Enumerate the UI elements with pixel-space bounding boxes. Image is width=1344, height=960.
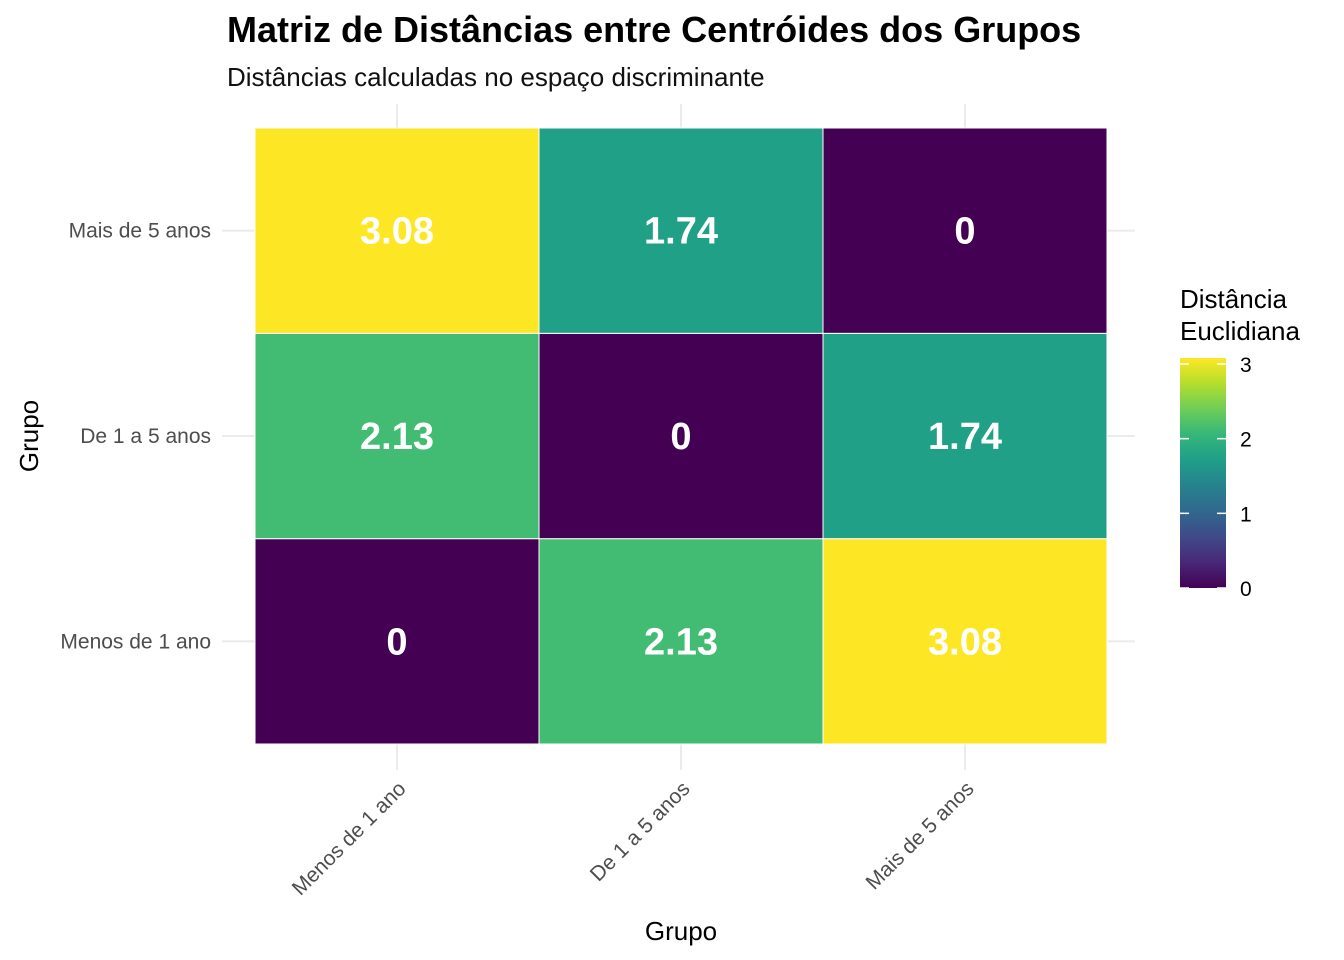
cell-value-label: 0: [954, 211, 975, 253]
cell-value-label: 3.08: [360, 211, 434, 253]
heatmap-cell: [822, 332, 1108, 540]
y-axis-title: Grupo: [14, 400, 44, 472]
heatmap-cell: [254, 538, 540, 745]
y-tick-label: Menos de 1 ano: [60, 630, 211, 653]
legend-colorbar: [1180, 358, 1226, 588]
legend-tick-label: 0: [1240, 578, 1252, 601]
y-axis-ticks: Menos de 1 ano De 1 a 5 anos Mais de 5 ano…: [60, 220, 227, 653]
cell-value-label: 0: [386, 621, 407, 663]
cell-value-label: 1.74: [928, 416, 1002, 458]
color-legend: Distância Euclidiana 0 1 2 3: [1180, 284, 1301, 601]
cell-value-label: 3.08: [928, 621, 1002, 663]
x-axis-ticks: Menos de 1 ano De 1 a 5 anos Mais de 5 ano…: [288, 777, 979, 900]
heatmap-cell: [254, 127, 540, 334]
cell-value-labels: 0 2.13 3.08 2.13 0 1.74 3.08 1.74 0: [360, 211, 1002, 664]
cell-value-label: 2.13: [360, 416, 434, 458]
y-tick-label: De 1 a 5 anos: [80, 425, 211, 448]
chart-subtitle: Distâncias calculadas no espaço discrimi…: [227, 62, 765, 92]
x-tick-label: De 1 a 5 anos: [586, 777, 695, 886]
cell-value-label: 1.74: [644, 211, 718, 253]
legend-ticks: 0 1 2 3: [1180, 354, 1252, 601]
chart-title: Matriz de Distâncias entre Centróides do…: [227, 9, 1081, 50]
y-tick-label: Mais de 5 anos: [69, 220, 211, 243]
legend-tick-label: 2: [1240, 429, 1252, 452]
cell-value-label: 2.13: [644, 621, 718, 663]
heatmap-cells: [254, 127, 1108, 745]
legend-title-line-1: Distância: [1180, 284, 1287, 314]
legend-title-line-2: Euclidiana: [1180, 316, 1301, 346]
heatmap-cell: [538, 127, 824, 334]
heatmap-cell: [822, 127, 1108, 334]
legend-tick-label: 3: [1240, 354, 1252, 377]
heatmap-cell: [822, 538, 1108, 745]
x-axis-title: Grupo: [645, 916, 717, 946]
cell-value-label: 0: [670, 416, 691, 458]
legend-tick-label: 1: [1240, 503, 1252, 526]
x-tick-label: Mais de 5 anos: [862, 777, 979, 894]
x-tick-label: Menos de 1 ano: [288, 777, 411, 900]
heatmap-cell: [538, 332, 824, 540]
